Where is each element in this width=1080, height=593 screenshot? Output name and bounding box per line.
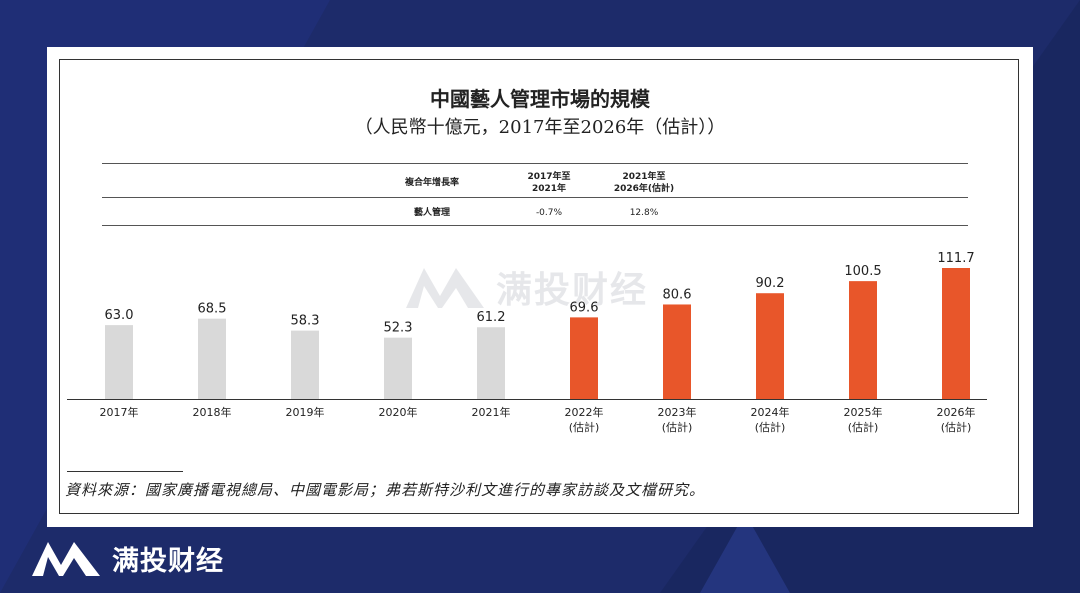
- chart-frame: [59, 59, 1019, 514]
- category-label-9-sub: (估計): [941, 420, 972, 434]
- chart-title: 中國藝人管理市場的規模: [430, 87, 650, 111]
- source-rule: [67, 471, 183, 472]
- table-middle-rule: [102, 197, 968, 198]
- table-row-value-1: -0.7%: [535, 208, 563, 218]
- category-label-3: 2020年: [379, 405, 418, 419]
- category-label-2: 2019年: [286, 405, 325, 419]
- category-label-4: 2021年: [472, 405, 511, 419]
- watermark-logo-icon: [406, 268, 484, 308]
- category-label-5: 2022年: [565, 405, 604, 419]
- category-label-7: 2024年: [751, 405, 790, 419]
- bar-chart: 63.0 2017年 68.5 2018年 58.3 2019年 52.3 2020年 61.2…: [67, 251, 987, 434]
- bar-2: [291, 330, 319, 399]
- table-row-label: 藝人管理: [413, 208, 450, 218]
- data-label-7: 90.2: [756, 276, 785, 291]
- category-label-7-sub: (估計): [755, 420, 786, 434]
- data-label-6: 80.6: [663, 287, 692, 302]
- data-label-3: 52.3: [384, 321, 413, 336]
- table-row-value-2: 12.8%: [629, 208, 659, 218]
- category-label-1: 2018年: [193, 405, 232, 419]
- table-header-period-1: 2017年至 2021年: [527, 172, 571, 194]
- category-label-6-sub: (估計): [662, 420, 693, 434]
- bar-5: [570, 317, 598, 399]
- category-label-9: 2026年: [937, 405, 976, 419]
- bar-0: [105, 325, 133, 399]
- data-label-1: 68.5: [198, 302, 227, 317]
- bar-6: [663, 304, 691, 399]
- bar-1: [198, 318, 226, 399]
- table-header-label: 複合年增長率: [404, 178, 459, 188]
- bar-8: [849, 281, 877, 399]
- chart-subtitle: （人民幣十億元，2017年至2026年（估計））: [354, 117, 726, 138]
- data-label-8: 100.5: [844, 264, 881, 279]
- m-logo-icon: [32, 542, 100, 576]
- table-bottom-rule: [102, 225, 968, 226]
- bar-9: [942, 268, 970, 399]
- brand: 满投财经: [30, 538, 224, 578]
- category-label-6: 2023年: [658, 405, 697, 419]
- bar-4: [477, 327, 505, 399]
- data-label-2: 58.3: [291, 314, 320, 329]
- category-label-5-sub: (估計): [569, 420, 600, 434]
- category-label-8: 2025年: [844, 405, 883, 419]
- data-label-5: 69.6: [570, 300, 599, 315]
- data-label-9: 111.7: [937, 251, 974, 266]
- brand-name: 满投财经: [112, 545, 224, 577]
- data-label-0: 63.0: [105, 308, 134, 323]
- table-header-period-2: 2021年至 2026年(估計): [613, 172, 675, 194]
- data-label-4: 61.2: [477, 310, 506, 325]
- category-label-8-sub: (估計): [848, 420, 879, 434]
- watermark: 满投财经: [402, 261, 648, 313]
- bar-3: [384, 337, 412, 399]
- category-label-0: 2017年: [100, 405, 139, 419]
- source-note: 資料來源：國家廣播電視總局、中國電影局；弗若斯特沙利文進行的專家訪談及文檔研究。: [65, 481, 706, 499]
- bar-7: [756, 293, 784, 399]
- table-top-rule: [102, 163, 968, 164]
- watermark-text: 满投财经: [496, 270, 649, 311]
- chart-card: 中國藝人管理市場的規模 （人民幣十億元，2017年至2026年（估計）） 複合年…: [47, 47, 1033, 527]
